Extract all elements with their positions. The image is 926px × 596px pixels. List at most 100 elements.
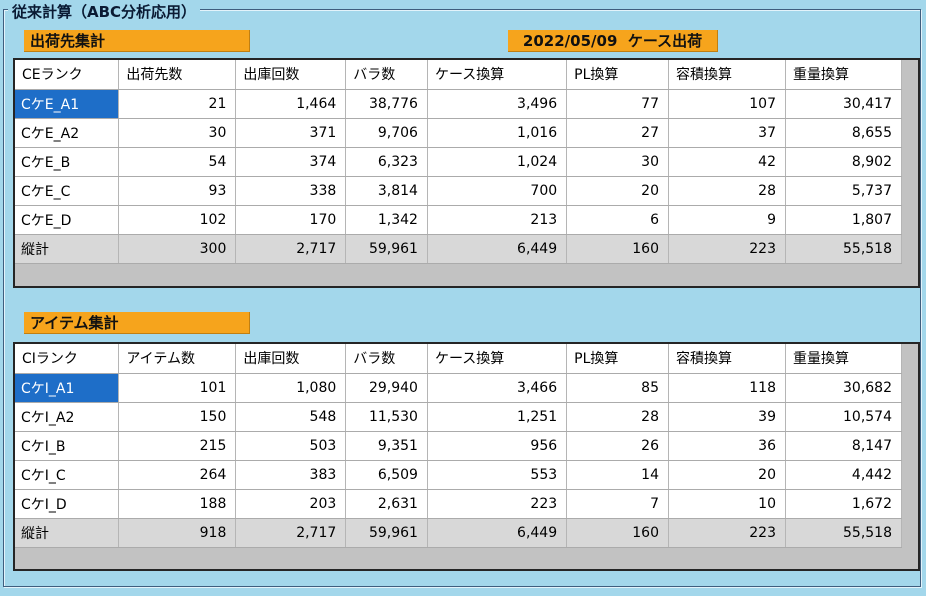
- value-cell[interactable]: 1,024: [427, 147, 568, 177]
- value-cell[interactable]: 374: [235, 147, 347, 177]
- rank-cell[interactable]: CケI_C: [15, 460, 120, 490]
- value-cell[interactable]: 300: [118, 234, 237, 264]
- column-header[interactable]: CIランク: [15, 344, 120, 374]
- value-cell[interactable]: 85: [566, 373, 669, 403]
- value-cell[interactable]: 42: [668, 147, 786, 177]
- value-cell[interactable]: 30: [566, 147, 669, 177]
- rank-cell[interactable]: CケI_B: [15, 431, 120, 461]
- value-cell[interactable]: 6,509: [345, 460, 428, 490]
- value-cell[interactable]: 55,518: [785, 518, 903, 548]
- value-cell[interactable]: 160: [566, 234, 669, 264]
- value-cell[interactable]: 10,574: [785, 402, 903, 432]
- column-header[interactable]: PL換算: [566, 344, 669, 374]
- value-cell[interactable]: 9,351: [345, 431, 428, 461]
- value-cell[interactable]: 6,323: [345, 147, 428, 177]
- value-cell[interactable]: 101: [118, 373, 237, 403]
- value-cell[interactable]: 6: [566, 205, 669, 235]
- value-cell[interactable]: 28: [566, 402, 669, 432]
- value-cell[interactable]: 55,518: [785, 234, 903, 264]
- value-cell[interactable]: 14: [566, 460, 669, 490]
- value-cell[interactable]: 1,342: [345, 205, 428, 235]
- value-cell[interactable]: 6,449: [427, 518, 568, 548]
- rank-cell[interactable]: CケI_D: [15, 489, 120, 519]
- value-cell[interactable]: 4,442: [785, 460, 903, 490]
- value-cell[interactable]: 27: [566, 118, 669, 148]
- value-cell[interactable]: 2,717: [235, 234, 347, 264]
- value-cell[interactable]: 1,080: [235, 373, 347, 403]
- column-header[interactable]: バラ数: [345, 60, 428, 90]
- value-cell[interactable]: 170: [235, 205, 347, 235]
- value-cell[interactable]: 223: [427, 489, 568, 519]
- column-header[interactable]: 容積換算: [668, 60, 786, 90]
- value-cell[interactable]: 1,464: [235, 89, 347, 119]
- column-header[interactable]: 重量換算: [785, 60, 903, 90]
- value-cell[interactable]: 10: [668, 489, 786, 519]
- value-cell[interactable]: 30: [118, 118, 237, 148]
- selected-rank-cell[interactable]: CケI_A1: [15, 373, 120, 403]
- value-cell[interactable]: 9,706: [345, 118, 428, 148]
- value-cell[interactable]: 8,147: [785, 431, 903, 461]
- value-cell[interactable]: 215: [118, 431, 237, 461]
- value-cell[interactable]: 2,631: [345, 489, 428, 519]
- value-cell[interactable]: 3,814: [345, 176, 428, 206]
- value-cell[interactable]: 5,737: [785, 176, 903, 206]
- column-header[interactable]: 出庫回数: [235, 344, 347, 374]
- value-cell[interactable]: 223: [668, 518, 786, 548]
- value-cell[interactable]: 8,655: [785, 118, 903, 148]
- rank-cell[interactable]: CケE_C: [15, 176, 120, 206]
- value-cell[interactable]: 20: [566, 176, 669, 206]
- value-cell[interactable]: 37: [668, 118, 786, 148]
- value-cell[interactable]: 39: [668, 402, 786, 432]
- value-cell[interactable]: 28: [668, 176, 786, 206]
- column-header[interactable]: 重量換算: [785, 344, 903, 374]
- value-cell[interactable]: 160: [566, 518, 669, 548]
- value-cell[interactable]: 150: [118, 402, 237, 432]
- value-cell[interactable]: 371: [235, 118, 347, 148]
- value-cell[interactable]: 38,776: [345, 89, 428, 119]
- value-cell[interactable]: 6,449: [427, 234, 568, 264]
- value-cell[interactable]: 30,682: [785, 373, 903, 403]
- value-cell[interactable]: 7: [566, 489, 669, 519]
- value-cell[interactable]: 956: [427, 431, 568, 461]
- value-cell[interactable]: 93: [118, 176, 237, 206]
- value-cell[interactable]: 59,961: [345, 234, 428, 264]
- rank-cell[interactable]: 縦計: [15, 234, 120, 264]
- value-cell[interactable]: 30,417: [785, 89, 903, 119]
- value-cell[interactable]: 26: [566, 431, 669, 461]
- value-cell[interactable]: 59,961: [345, 518, 428, 548]
- value-cell[interactable]: 1,251: [427, 402, 568, 432]
- value-cell[interactable]: 223: [668, 234, 786, 264]
- selected-rank-cell[interactable]: CケE_A1: [15, 89, 120, 119]
- column-header[interactable]: ケース換算: [427, 344, 568, 374]
- column-header[interactable]: PL換算: [566, 60, 669, 90]
- column-header[interactable]: 出庫回数: [235, 60, 347, 90]
- column-header[interactable]: アイテム数: [118, 344, 237, 374]
- value-cell[interactable]: 203: [235, 489, 347, 519]
- value-cell[interactable]: 36: [668, 431, 786, 461]
- value-cell[interactable]: 77: [566, 89, 669, 119]
- value-cell[interactable]: 118: [668, 373, 786, 403]
- value-cell[interactable]: 503: [235, 431, 347, 461]
- column-header[interactable]: 容積換算: [668, 344, 786, 374]
- column-header[interactable]: バラ数: [345, 344, 428, 374]
- value-cell[interactable]: 3,466: [427, 373, 568, 403]
- value-cell[interactable]: 918: [118, 518, 237, 548]
- value-cell[interactable]: 107: [668, 89, 786, 119]
- value-cell[interactable]: 264: [118, 460, 237, 490]
- value-cell[interactable]: 700: [427, 176, 568, 206]
- value-cell[interactable]: 1,016: [427, 118, 568, 148]
- value-cell[interactable]: 54: [118, 147, 237, 177]
- value-cell[interactable]: 548: [235, 402, 347, 432]
- value-cell[interactable]: 11,530: [345, 402, 428, 432]
- value-cell[interactable]: 21: [118, 89, 237, 119]
- value-cell[interactable]: 29,940: [345, 373, 428, 403]
- value-cell[interactable]: 553: [427, 460, 568, 490]
- value-cell[interactable]: 1,672: [785, 489, 903, 519]
- column-header[interactable]: ケース換算: [427, 60, 568, 90]
- value-cell[interactable]: 3,496: [427, 89, 568, 119]
- value-cell[interactable]: 1,807: [785, 205, 903, 235]
- value-cell[interactable]: 2,717: [235, 518, 347, 548]
- rank-cell[interactable]: CケI_A2: [15, 402, 120, 432]
- value-cell[interactable]: 102: [118, 205, 237, 235]
- value-cell[interactable]: 213: [427, 205, 568, 235]
